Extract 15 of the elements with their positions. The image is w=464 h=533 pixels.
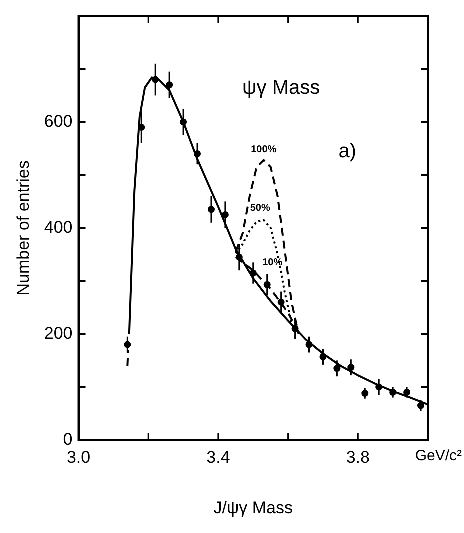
y-tick-label: 200 [44, 324, 73, 343]
annotation: a) [338, 140, 357, 162]
x-tick-label: 3.8 [346, 448, 370, 468]
y-tick-label: 400 [44, 218, 73, 237]
annotation: 10% [262, 257, 283, 268]
x-tick-label: 3.0 [66, 448, 91, 468]
y-tick-label: 600 [44, 112, 73, 131]
x-tick-label: 3.4 [206, 448, 230, 468]
annotation: 50% [250, 202, 270, 214]
y-axis-title: Number of entries [14, 160, 33, 296]
annotation: 100% [251, 144, 277, 156]
x-axis-title: J/ψγ Mass [214, 498, 293, 518]
text: GeV/c² [415, 447, 462, 464]
y-tick-label: 0 [63, 430, 73, 449]
annotation: ψγ Mass [242, 76, 320, 99]
